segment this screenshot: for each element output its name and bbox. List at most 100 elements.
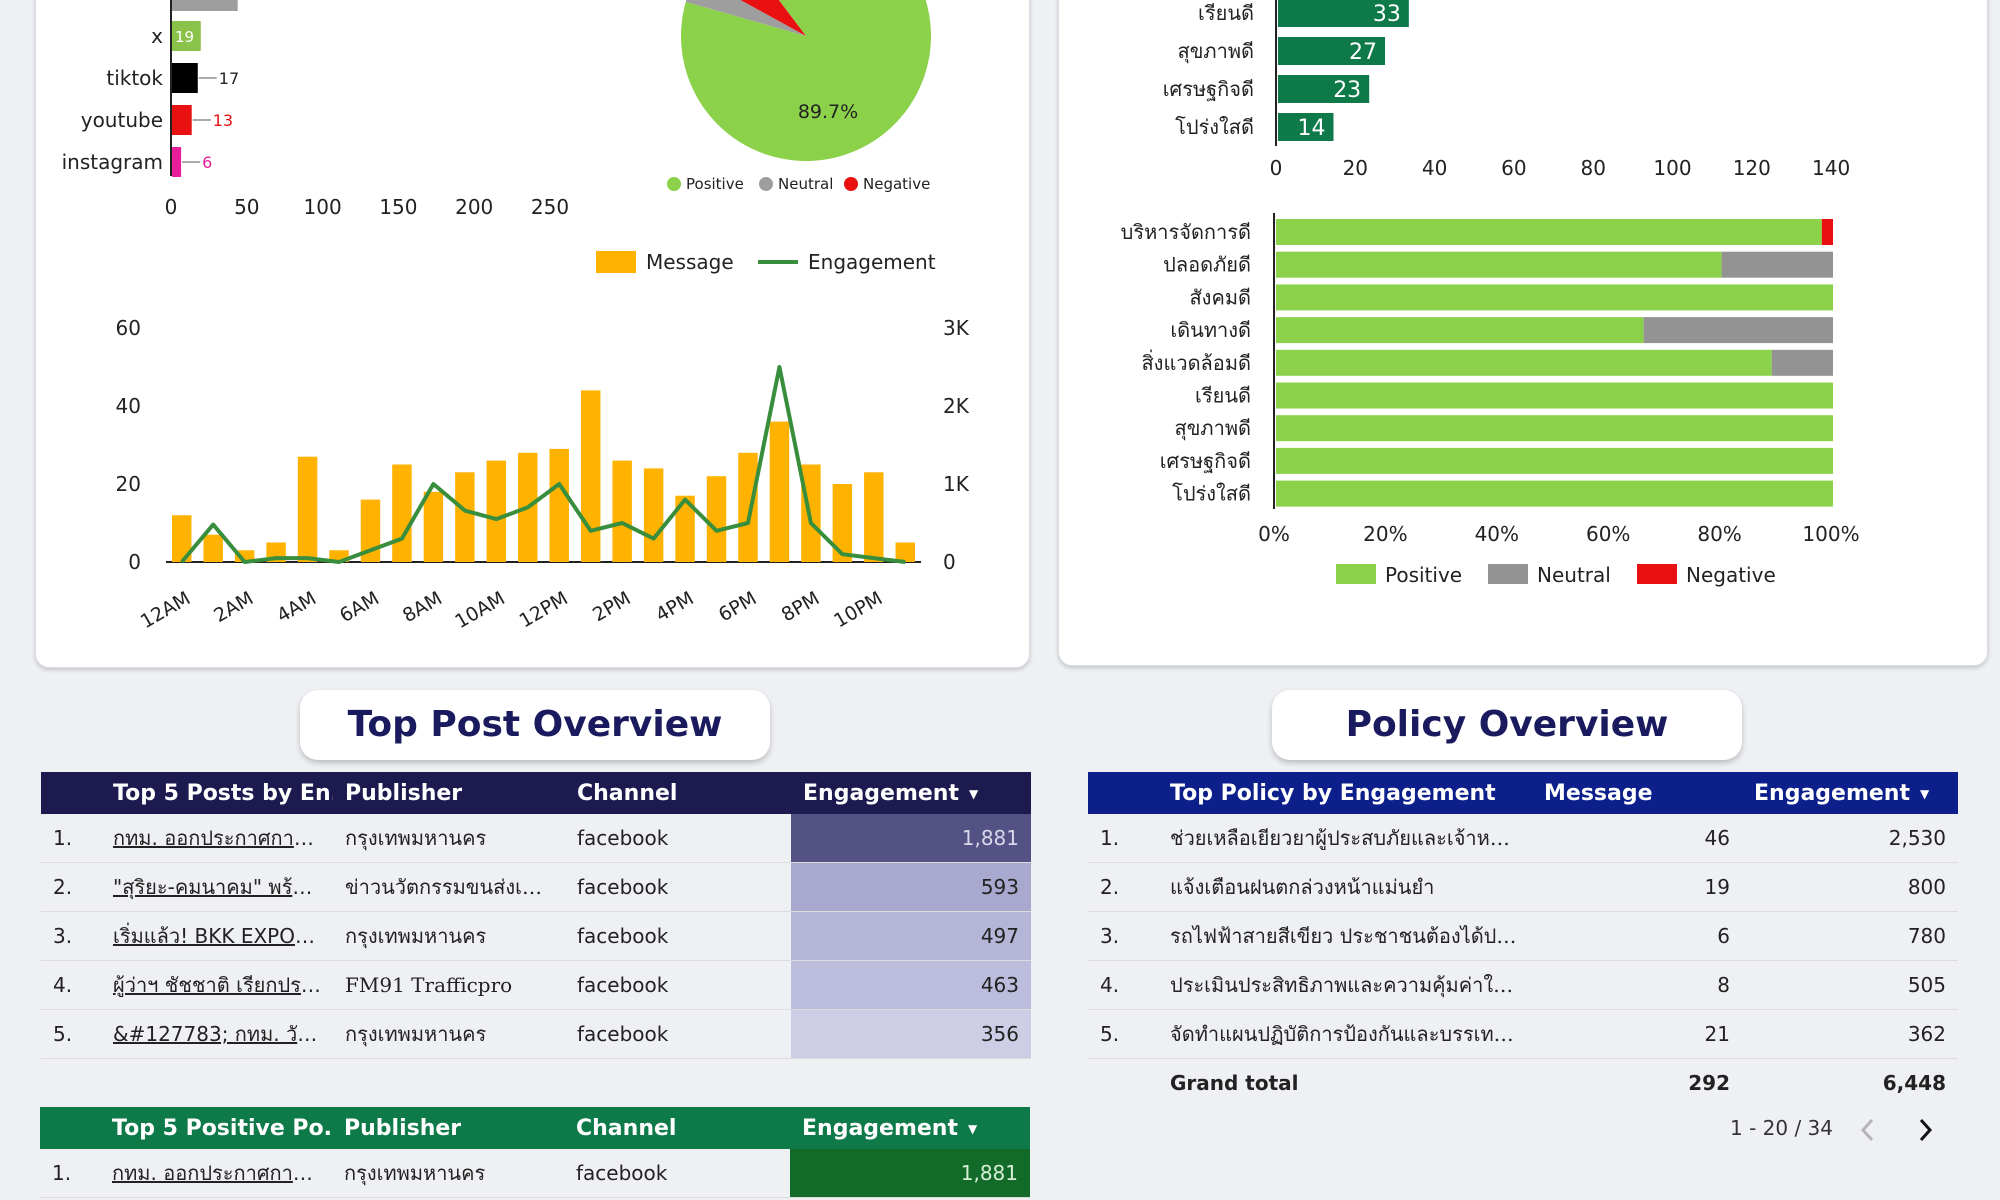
publisher-cell: กรุงเทพมหานคร xyxy=(333,1009,565,1059)
hourly-x-tick: 10PM xyxy=(830,587,886,632)
engagement-cell: 1,881 xyxy=(791,814,1031,863)
message-bar-12PM xyxy=(549,448,569,562)
channel-value-youtube: 13 xyxy=(213,111,233,130)
table-row[interactable]: 5. จัดทำแผนปฏิบัติการป้องกันและบรรเทาส...… xyxy=(1088,1009,1958,1059)
row-index: 3. xyxy=(41,911,101,961)
post-title-header[interactable]: Top 5 Posts by En... xyxy=(113,780,333,806)
table-row[interactable]: 3. รถไฟฟ้าสายสีเขียว ประชาชนต้องได้ประโ..… xyxy=(1088,911,1958,961)
channel-value-instagram: 6 xyxy=(202,153,212,172)
policy-header[interactable]: Top Policy by Engagement xyxy=(1170,780,1496,806)
message-bar-3PM xyxy=(643,468,664,562)
publisher-cell: กรุงเทพมหานคร xyxy=(333,911,565,961)
policy-bar xyxy=(1278,0,1409,27)
policy-bar-x-tick: 120 xyxy=(1733,156,1771,180)
sentiment-bar-positive xyxy=(1276,480,1833,507)
engagement-cell: 463 xyxy=(791,960,1031,1010)
engagement-cell: 2,530 xyxy=(1742,814,1958,863)
positive-post-title-header[interactable]: Top 5 Positive Po... xyxy=(112,1115,332,1141)
engagement-header[interactable]: Engagement ▼ xyxy=(790,1107,1030,1149)
table-row[interactable]: 2."สุริยะ-คมนาคม" พร้อมมา...ข่าวนวัตกรรม… xyxy=(41,862,1031,912)
legend-label-message: Message xyxy=(646,250,734,274)
channel-cell: facebook xyxy=(565,814,791,863)
channel-header[interactable]: Channel xyxy=(577,780,678,806)
message-cell: 8 xyxy=(1532,960,1742,1010)
post-title-link[interactable]: กทม. ออกประกาศการสั้นสุ... xyxy=(101,814,333,863)
sentiment-bar-positive xyxy=(1276,284,1833,311)
row-index: 1. xyxy=(41,814,101,863)
table-row[interactable]: 1.กทม. ออกประกาศการสั้นสุ...กรุงเทพมหานค… xyxy=(40,1149,1030,1198)
sort-desc-icon[interactable]: ▼ xyxy=(967,1121,978,1136)
sentiment-bar-positive xyxy=(1276,382,1833,409)
engagement-cell: 1,881 xyxy=(790,1149,1030,1198)
sentiment-category-label: สังคมดี xyxy=(1189,285,1251,309)
pie-slice-neutral xyxy=(685,0,806,36)
legend-swatch-message xyxy=(596,251,636,273)
engagement-cell: 356 xyxy=(791,1009,1031,1059)
pie-slice-positive xyxy=(681,0,931,161)
engagement-header-label: Engagement xyxy=(803,780,959,806)
table-row[interactable]: 1. ช่วยเหลือเยียวยาผู้ประสบภัยและเจ้าหน้า… xyxy=(1088,814,1958,863)
engagement-cell: 593 xyxy=(791,862,1031,912)
engagement-cell: 780 xyxy=(1742,911,1958,961)
message-bar-5PM xyxy=(706,476,727,562)
pie-positive-value: 89.7% xyxy=(798,101,858,123)
table-row[interactable]: 3. เริ่มแล้ว! BKK EXPO 20... กรุงเทพมหานคร… xyxy=(41,911,1031,961)
channel-label-tiktok: tiktok xyxy=(106,66,163,90)
table-row[interactable]: 2. แจ้งเตือนฝนตกล่วงหน้าแม่นยำ 19 800 xyxy=(1088,862,1958,912)
hourly-y-right-tick: 2K xyxy=(943,394,970,418)
post-title-link[interactable]: กทม. ออกประกาศการสั้นสุ... xyxy=(100,1149,332,1198)
pie-legend-label-neutral: Neutral xyxy=(778,175,833,193)
sentiment-legend-swatch-negative xyxy=(1637,564,1677,584)
row-index-header xyxy=(41,772,101,814)
sort-desc-icon[interactable]: ▼ xyxy=(1919,786,1930,801)
channels-x-tick: 200 xyxy=(455,195,493,219)
message-cell: 46 xyxy=(1532,814,1742,863)
message-bar-9AM xyxy=(455,472,475,562)
publisher-header[interactable]: Publisher xyxy=(344,1115,462,1141)
sentiment-category-label: เรียนดี xyxy=(1195,384,1251,408)
policy-bar-label: เรียนดี xyxy=(1198,1,1254,25)
channel-bar-x xyxy=(172,21,201,51)
message-header[interactable]: Message xyxy=(1544,780,1653,806)
policy-bar-value: 14 xyxy=(1298,116,1326,141)
sentiment-x-tick: 0% xyxy=(1258,522,1290,546)
policy-bar xyxy=(1278,113,1334,141)
publisher-header[interactable]: Publisher xyxy=(345,780,463,806)
sentiment-x-tick: 20% xyxy=(1363,522,1407,546)
channel-cell: facebook xyxy=(565,862,791,912)
row-index: 5. xyxy=(1088,1009,1158,1059)
sentiment-x-tick: 40% xyxy=(1475,522,1519,546)
engagement-header-label: Engagement xyxy=(1754,780,1910,806)
table-row[interactable]: 4. ประเมินประสิทธิภาพและความคุ้มค่าในโค..… xyxy=(1088,960,1958,1010)
message-bar-8AM xyxy=(423,491,444,562)
next-page-icon[interactable] xyxy=(1912,1116,1938,1144)
sentiment-bar-positive xyxy=(1276,219,1822,245)
message-bar-4PM xyxy=(675,495,695,562)
row-index: 4. xyxy=(1088,960,1158,1010)
table-row[interactable]: 5. &#127783; กทม. วันนี้ ... กรุงเทพมหานคร… xyxy=(41,1009,1031,1059)
prev-page-icon[interactable] xyxy=(1855,1116,1881,1144)
top-posts-table: Top 5 Posts by En... Publisher Channel E… xyxy=(41,772,1031,1059)
table-row[interactable]: 1.กทม. ออกประกาศการสั้นสุ...กรุงเทพมหานค… xyxy=(41,814,1031,863)
hourly-y-left-tick: 40 xyxy=(116,394,141,418)
table-row[interactable]: 4.ผู้ว่าฯ ชัชชาติ เรียกประชุม...FM91 Tra… xyxy=(41,960,1031,1010)
channel-label-instagram: instagram xyxy=(62,150,163,174)
message-cell: 6 xyxy=(1532,911,1742,961)
post-title-link[interactable]: &#127783; กทม. วันนี้ ... xyxy=(101,1009,333,1059)
post-title-link[interactable]: "สุริยะ-คมนาคม" พร้อมมา... xyxy=(101,862,333,912)
sentiment-legend-label-positive: Positive xyxy=(1385,563,1462,587)
message-bar-2PM xyxy=(612,460,632,562)
engagement-header[interactable]: Engagement ▼ xyxy=(791,772,1031,814)
sentiment-category-label: ปลอดภัยดี xyxy=(1163,253,1251,277)
engagement-header[interactable]: Engagement ▼ xyxy=(1742,772,1958,814)
message-bar-1AM xyxy=(203,534,223,562)
hourly-y-left-tick: 60 xyxy=(116,316,141,340)
post-title-link[interactable]: ผู้ว่าฯ ชัชชาติ เรียกประชุม... xyxy=(101,960,333,1010)
sort-desc-icon[interactable]: ▼ xyxy=(968,786,979,801)
publisher-cell: กรุงเทพมหานคร xyxy=(333,814,565,863)
post-title-link[interactable]: เริ่มแล้ว! BKK EXPO 20... xyxy=(101,911,333,961)
policy-bar-label: โปร่งใสดี xyxy=(1175,115,1254,139)
hourly-x-tick: 12PM xyxy=(516,587,572,632)
pie-legend-dot-positive xyxy=(667,177,681,191)
channel-header[interactable]: Channel xyxy=(576,1115,677,1141)
